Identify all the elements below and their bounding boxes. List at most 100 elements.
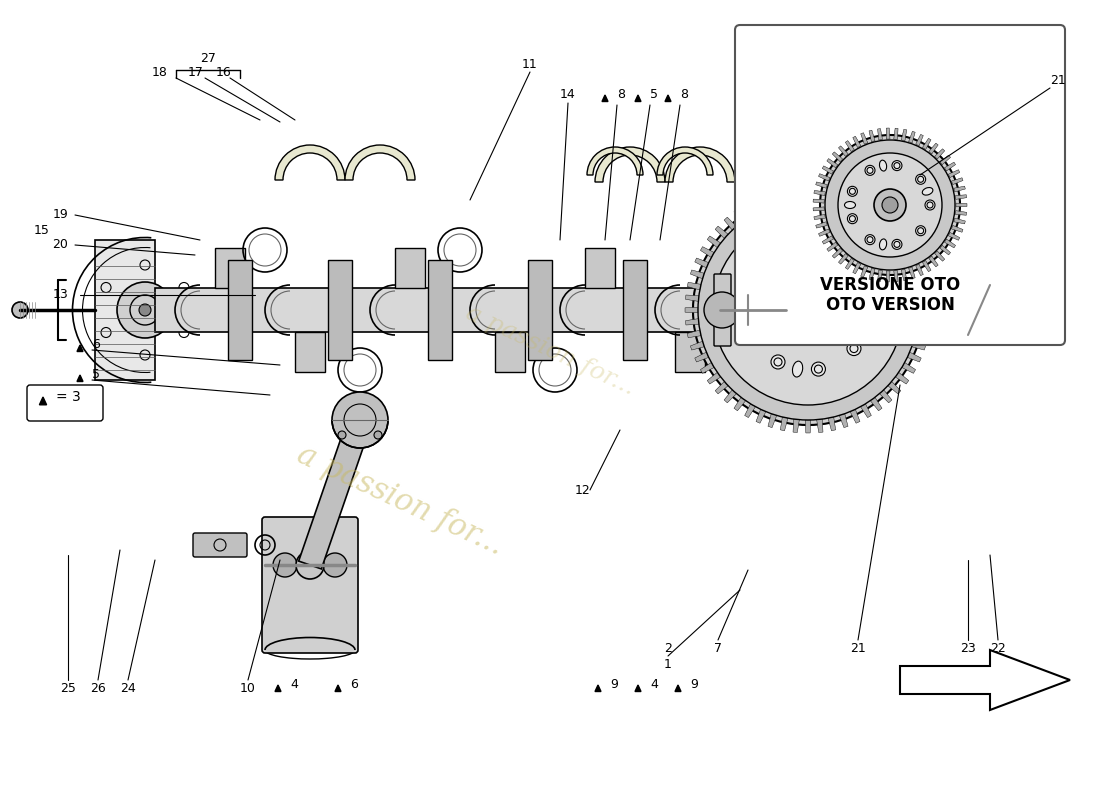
FancyBboxPatch shape — [428, 260, 452, 360]
Polygon shape — [395, 248, 425, 288]
Polygon shape — [756, 197, 766, 210]
Polygon shape — [894, 128, 898, 139]
Polygon shape — [701, 362, 714, 374]
Polygon shape — [918, 307, 931, 313]
Polygon shape — [635, 685, 641, 691]
Polygon shape — [295, 332, 324, 372]
Polygon shape — [945, 162, 956, 171]
Circle shape — [812, 362, 825, 376]
Polygon shape — [685, 295, 698, 302]
Polygon shape — [839, 192, 848, 206]
Circle shape — [915, 226, 925, 236]
Polygon shape — [793, 419, 800, 433]
Polygon shape — [691, 342, 704, 350]
Polygon shape — [887, 271, 890, 282]
Circle shape — [882, 197, 898, 213]
Polygon shape — [860, 404, 871, 418]
Circle shape — [713, 215, 903, 405]
Polygon shape — [685, 307, 698, 313]
Wedge shape — [595, 147, 666, 182]
Polygon shape — [675, 685, 681, 691]
Text: 23: 23 — [960, 642, 976, 654]
Circle shape — [704, 292, 740, 328]
Polygon shape — [838, 254, 848, 264]
Polygon shape — [768, 192, 777, 206]
Ellipse shape — [880, 160, 887, 171]
Polygon shape — [95, 240, 155, 380]
Polygon shape — [923, 138, 931, 150]
Polygon shape — [908, 258, 921, 268]
Circle shape — [332, 392, 388, 448]
Polygon shape — [945, 239, 956, 248]
Polygon shape — [768, 414, 777, 428]
Ellipse shape — [922, 187, 933, 195]
Text: 21: 21 — [850, 642, 866, 654]
Polygon shape — [602, 95, 608, 102]
Polygon shape — [666, 95, 671, 102]
Polygon shape — [822, 166, 834, 174]
Polygon shape — [495, 332, 525, 372]
Text: 18: 18 — [152, 66, 168, 78]
Polygon shape — [956, 203, 967, 207]
Text: 20: 20 — [52, 238, 68, 251]
Polygon shape — [852, 136, 861, 147]
Circle shape — [861, 303, 875, 317]
Polygon shape — [827, 158, 838, 168]
Polygon shape — [923, 261, 931, 272]
Text: 16: 16 — [216, 66, 232, 78]
Polygon shape — [688, 330, 701, 338]
Polygon shape — [952, 226, 962, 232]
Polygon shape — [685, 318, 698, 325]
Ellipse shape — [880, 239, 887, 250]
Text: 1: 1 — [664, 658, 672, 671]
Polygon shape — [833, 248, 843, 258]
Text: OTO VERSION: OTO VERSION — [826, 296, 955, 314]
Wedge shape — [275, 145, 345, 180]
FancyBboxPatch shape — [262, 517, 358, 653]
Polygon shape — [928, 256, 938, 267]
Circle shape — [865, 166, 874, 175]
Circle shape — [915, 174, 925, 184]
Text: 5: 5 — [92, 367, 100, 381]
Circle shape — [771, 355, 785, 369]
FancyBboxPatch shape — [228, 260, 252, 360]
Text: 19: 19 — [53, 209, 68, 222]
Polygon shape — [155, 288, 720, 332]
Polygon shape — [955, 194, 967, 199]
Polygon shape — [888, 382, 901, 394]
Polygon shape — [935, 251, 945, 262]
Polygon shape — [845, 258, 855, 270]
Polygon shape — [948, 170, 959, 178]
Text: VERSIONE OTO: VERSIONE OTO — [820, 276, 960, 294]
Circle shape — [847, 186, 857, 196]
Text: 22: 22 — [990, 642, 1005, 654]
Text: 25: 25 — [60, 682, 76, 694]
Polygon shape — [939, 155, 950, 165]
Polygon shape — [814, 214, 825, 219]
Polygon shape — [878, 129, 882, 140]
Polygon shape — [909, 131, 915, 143]
Polygon shape — [900, 650, 1070, 710]
Polygon shape — [715, 226, 728, 238]
Text: a passion for...: a passion for... — [462, 301, 638, 399]
Polygon shape — [780, 190, 788, 203]
Polygon shape — [894, 270, 898, 282]
Text: 24: 24 — [120, 682, 136, 694]
Polygon shape — [816, 187, 823, 201]
Text: 6: 6 — [350, 678, 358, 690]
Polygon shape — [860, 202, 871, 216]
Polygon shape — [585, 248, 615, 288]
Text: 21: 21 — [1050, 74, 1066, 86]
Polygon shape — [734, 210, 746, 222]
Polygon shape — [734, 398, 746, 410]
Polygon shape — [695, 258, 708, 268]
Circle shape — [874, 189, 906, 221]
Text: 15: 15 — [34, 223, 50, 237]
Polygon shape — [805, 187, 811, 200]
Ellipse shape — [857, 284, 872, 295]
Circle shape — [698, 200, 918, 420]
Polygon shape — [813, 199, 824, 203]
Polygon shape — [816, 222, 827, 228]
Polygon shape — [852, 262, 861, 274]
Polygon shape — [908, 352, 921, 362]
